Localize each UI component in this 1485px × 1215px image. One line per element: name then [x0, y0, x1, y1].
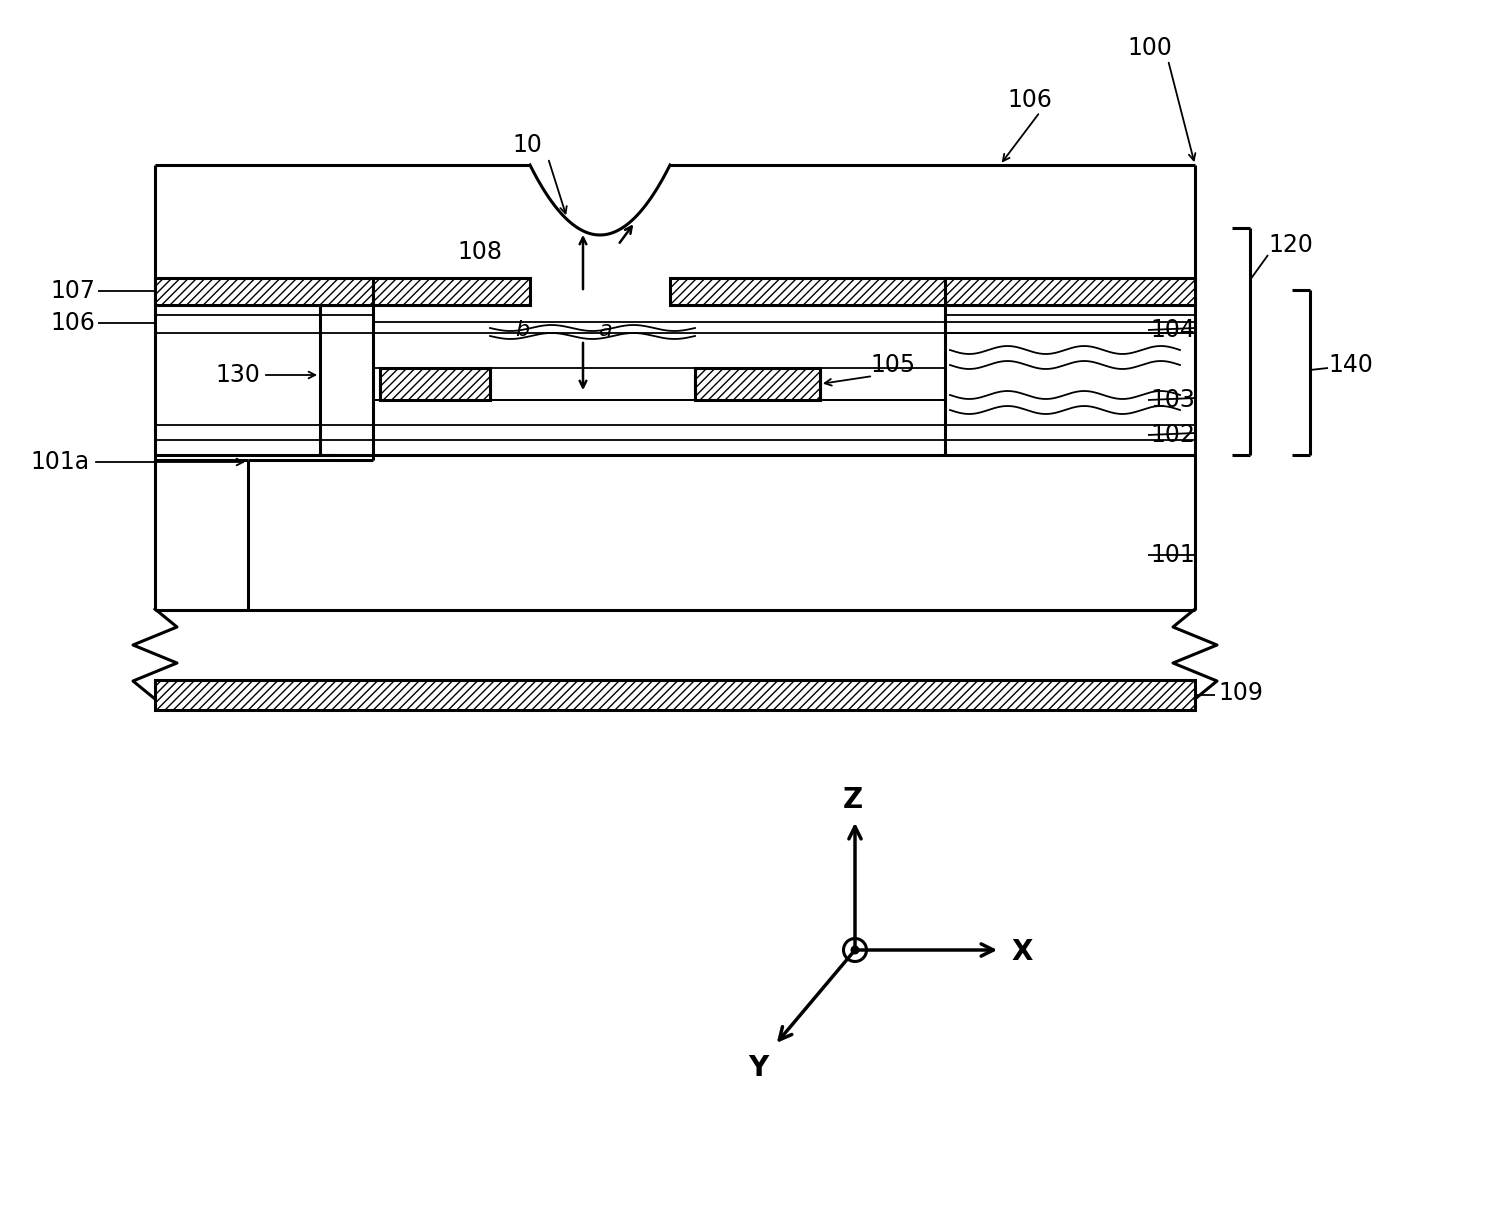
Text: 10: 10: [512, 132, 542, 157]
Text: 106: 106: [1007, 87, 1053, 112]
Text: 106: 106: [50, 311, 95, 335]
Bar: [373, 278, 530, 305]
Text: 140: 140: [1328, 354, 1372, 377]
Text: 105: 105: [870, 354, 915, 377]
Text: 130: 130: [215, 363, 260, 388]
Circle shape: [851, 946, 858, 954]
Text: 101: 101: [1149, 543, 1195, 567]
Bar: [695, 368, 820, 400]
Bar: [154, 278, 373, 305]
Bar: [944, 278, 1195, 305]
Text: Y: Y: [748, 1053, 768, 1083]
Text: 120: 120: [1268, 233, 1313, 258]
Text: 102: 102: [1149, 423, 1195, 447]
Text: b: b: [515, 320, 529, 340]
Text: 107: 107: [50, 279, 95, 303]
Bar: [154, 680, 1195, 710]
Text: 108: 108: [457, 241, 502, 264]
Bar: [670, 278, 944, 305]
Text: X: X: [1011, 938, 1032, 966]
Text: 104: 104: [1149, 318, 1195, 341]
Text: 103: 103: [1149, 388, 1195, 412]
Text: 100: 100: [1127, 36, 1173, 60]
Text: 109: 109: [1218, 680, 1262, 705]
Text: a: a: [598, 320, 612, 340]
Text: Z: Z: [843, 786, 863, 814]
Text: 101a: 101a: [31, 450, 91, 474]
Bar: [380, 368, 490, 400]
